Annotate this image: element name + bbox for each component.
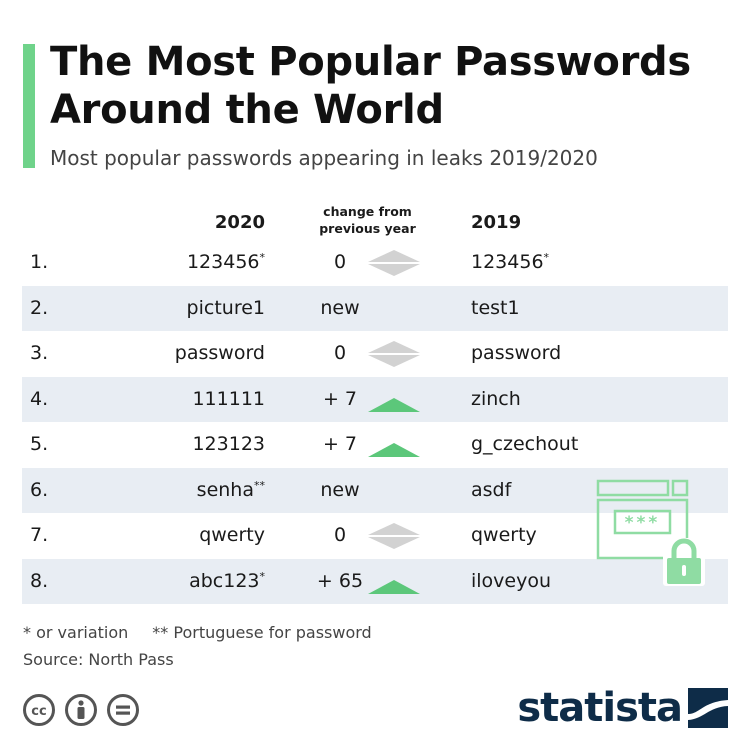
- footnote-mark-2020: *: [259, 251, 266, 264]
- license-icons: cc: [22, 693, 140, 727]
- no-change-upper-shape: [368, 341, 420, 353]
- password-2019-cell: 123456*: [471, 251, 549, 273]
- up-arrow-shape: [368, 443, 420, 457]
- column-header-change: change from previous year: [319, 204, 416, 236]
- password-2020: password: [174, 342, 265, 364]
- password-2019: zinch: [471, 387, 521, 410]
- table-row: 3. password 0 password: [22, 331, 728, 377]
- footnote-variation: * or variation: [23, 623, 129, 642]
- up-arrow-icon: [368, 397, 420, 412]
- password-2020-cell: 111111: [192, 388, 265, 410]
- creative-commons-icon[interactable]: cc: [22, 693, 56, 727]
- password-2020-cell: abc123*: [189, 570, 265, 592]
- rank-cell: 1.: [30, 251, 49, 273]
- password-2020: picture1: [186, 296, 265, 319]
- source-note: Source: North Pass: [23, 650, 174, 669]
- change-value: + 7: [322, 387, 358, 410]
- footnotes: * or variation ** Portuguese for password: [23, 623, 372, 642]
- up-arrow-icon: [368, 579, 420, 594]
- attribution-icon[interactable]: [64, 693, 98, 727]
- accent-bar: [23, 44, 35, 168]
- password-window-lock-icon: ***: [596, 479, 705, 586]
- change-value: new: [320, 478, 360, 501]
- rank-cell: 2.: [30, 296, 49, 319]
- rank-cell: 3.: [30, 342, 49, 364]
- change-value: 0: [333, 342, 347, 364]
- password-2019-cell: g_czechout: [471, 433, 578, 455]
- table-row: 2. picture1 new test1: [22, 285, 728, 331]
- password-2019: g_czechout: [471, 433, 579, 455]
- no-change-icon: [368, 523, 420, 549]
- page-subtitle: Most popular passwords appearing in leak…: [50, 146, 598, 170]
- footnote-mark-2020: *: [259, 569, 266, 583]
- password-2020-cell: senha**: [197, 479, 265, 501]
- password-2020-cell: picture1: [187, 297, 265, 319]
- change-value: 0: [333, 524, 347, 546]
- password-2019: asdf: [471, 478, 512, 501]
- no-change-lower-shape: [368, 264, 420, 276]
- rank-cell: 8.: [30, 569, 49, 592]
- footnote-mark-2019: *: [543, 251, 550, 264]
- svg-text:cc: cc: [31, 704, 46, 719]
- no-derivatives-icon[interactable]: [106, 693, 140, 727]
- up-arrow-icon: [368, 443, 420, 457]
- password-2019: qwerty: [471, 524, 537, 546]
- password-2020-cell: 123123: [192, 433, 265, 455]
- column-header-2019: 2019: [471, 212, 522, 233]
- change-value: + 65: [316, 569, 364, 592]
- no-change-icon: [368, 341, 420, 367]
- rank-cell: 6.: [30, 478, 49, 501]
- table-row: 4. 111111 + 7 zinch: [22, 376, 728, 422]
- rank-cell: 4.: [30, 387, 49, 410]
- password-2019-cell: iloveyou: [471, 570, 551, 592]
- password-2020: 123123: [192, 433, 265, 455]
- change-value: new: [320, 296, 360, 319]
- no-change-upper-shape: [368, 523, 420, 535]
- rank-cell: 5.: [30, 433, 49, 455]
- password-2019-cell: password: [471, 342, 561, 364]
- password-2020: qwerty: [199, 524, 265, 546]
- password-2020-cell: 123456*: [187, 251, 265, 273]
- password-2019: test1: [471, 296, 520, 319]
- password-2019-cell: zinch: [471, 388, 521, 410]
- statista-logo-icon: [688, 688, 728, 728]
- table-row: 6. senha** new asdf: [22, 467, 728, 513]
- footnote-portuguese: ** Portuguese for password: [152, 623, 372, 642]
- footnote-mark-2020: **: [254, 478, 265, 492]
- password-2020-cell: password: [175, 342, 265, 364]
- page-title: The Most Popular Passwords Around the Wo…: [50, 39, 691, 133]
- password-2020: abc123: [189, 569, 260, 592]
- table-row: 1. 123456* 0 123456*: [22, 240, 728, 286]
- table-row: 5. 123123 + 7 g_czechout: [22, 422, 728, 468]
- password-2019-cell: test1: [471, 297, 520, 319]
- no-change-upper-shape: [368, 250, 420, 262]
- password-table: 1. 123456* 0 123456* 2. picture1 new test1 3. pas…: [22, 240, 728, 604]
- logo-text: statista: [517, 685, 683, 731]
- password-2019-cell: asdf: [471, 479, 511, 501]
- statista-logo: statista: [517, 686, 728, 730]
- table-row: 7. qwerty 0 qwerty: [22, 513, 728, 559]
- column-header-2020: 2020: [214, 212, 265, 233]
- password-2020: senha: [196, 478, 254, 501]
- up-arrow-shape: [368, 397, 420, 412]
- no-change-lower-shape: [368, 537, 420, 549]
- password-2020-cell: qwerty: [199, 524, 265, 546]
- up-arrow-shape: [368, 579, 420, 594]
- password-2020: 123456: [186, 251, 260, 273]
- password-2019: password: [471, 342, 562, 364]
- change-value: 0: [333, 251, 347, 273]
- password-2019-cell: qwerty: [471, 524, 537, 546]
- password-2020: 111111: [192, 387, 265, 410]
- no-change-icon: [368, 250, 420, 276]
- password-2019: iloveyou: [471, 569, 552, 592]
- no-change-lower-shape: [368, 355, 420, 367]
- change-value: + 7: [322, 433, 358, 455]
- table-row: 8. abc123* + 65 iloveyou: [22, 558, 728, 604]
- password-2019: 123456: [471, 251, 544, 273]
- rank-cell: 7.: [30, 524, 49, 546]
- masked-password-text: ***: [625, 513, 661, 533]
